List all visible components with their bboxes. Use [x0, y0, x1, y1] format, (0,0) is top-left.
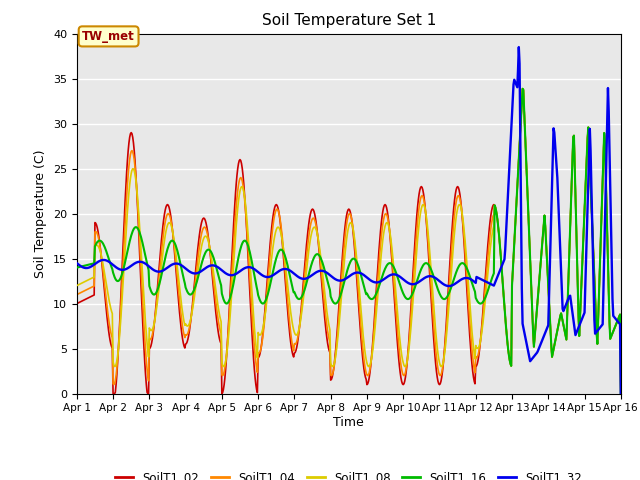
Legend: SoilT1_02, SoilT1_04, SoilT1_08, SoilT1_16, SoilT1_32: SoilT1_02, SoilT1_04, SoilT1_08, SoilT1_… — [111, 466, 587, 480]
Line: SoilT1_32: SoilT1_32 — [77, 47, 621, 394]
SoilT1_02 — [617, 391, 625, 396]
SoilT1_32 — [193, 271, 200, 276]
Title: Soil Temperature Set 1: Soil Temperature Set 1 — [262, 13, 436, 28]
SoilT1_04 — [193, 271, 200, 276]
SoilT1_08 — [568, 179, 575, 185]
SoilT1_08 — [617, 391, 625, 396]
SoilT1_32 — [617, 391, 625, 396]
Line: SoilT1_08: SoilT1_08 — [77, 89, 621, 394]
SoilT1_16 — [568, 179, 575, 185]
SoilT1_16 — [617, 391, 625, 396]
SoilT1_08 — [519, 86, 527, 92]
SoilT1_32 — [447, 283, 454, 288]
SoilT1_02 — [341, 224, 349, 229]
SoilT1_16 — [394, 273, 401, 279]
SoilT1_02 — [448, 233, 456, 239]
SoilT1_08 — [340, 259, 348, 265]
SoilT1_16 — [193, 281, 200, 287]
Line: SoilT1_02: SoilT1_02 — [77, 89, 621, 394]
SoilT1_02 — [519, 86, 527, 92]
SoilT1_16 — [216, 277, 223, 283]
X-axis label: Time: Time — [333, 416, 364, 429]
SoilT1_32 — [394, 272, 401, 278]
SoilT1_32 — [515, 44, 523, 50]
Line: SoilT1_16: SoilT1_16 — [77, 89, 621, 394]
SoilT1_08 — [394, 307, 401, 312]
SoilT1_32 — [73, 260, 81, 266]
SoilT1_16 — [447, 286, 454, 291]
SoilT1_08 — [73, 283, 81, 288]
SoilT1_08 — [193, 281, 200, 287]
Y-axis label: Soil Temperature (C): Soil Temperature (C) — [35, 149, 47, 278]
SoilT1_04 — [519, 86, 527, 92]
SoilT1_02 — [109, 391, 117, 396]
SoilT1_04 — [73, 292, 81, 298]
SoilT1_04 — [394, 323, 401, 329]
SoilT1_02 — [193, 254, 201, 260]
SoilT1_16 — [73, 264, 81, 270]
Line: SoilT1_04: SoilT1_04 — [77, 89, 621, 394]
SoilT1_08 — [447, 276, 454, 282]
Text: TW_met: TW_met — [82, 30, 135, 43]
SoilT1_04 — [216, 325, 223, 331]
SoilT1_04 — [568, 179, 575, 185]
SoilT1_16 — [519, 86, 527, 92]
SoilT1_32 — [216, 265, 223, 271]
SoilT1_02 — [73, 300, 81, 306]
SoilT1_16 — [340, 279, 348, 285]
SoilT1_02 — [568, 157, 576, 163]
SoilT1_04 — [340, 242, 348, 248]
SoilT1_02 — [394, 347, 402, 352]
SoilT1_32 — [568, 304, 575, 310]
SoilT1_04 — [447, 259, 454, 265]
SoilT1_32 — [340, 276, 348, 282]
SoilT1_02 — [216, 339, 224, 345]
SoilT1_08 — [216, 312, 223, 318]
SoilT1_04 — [617, 391, 625, 396]
